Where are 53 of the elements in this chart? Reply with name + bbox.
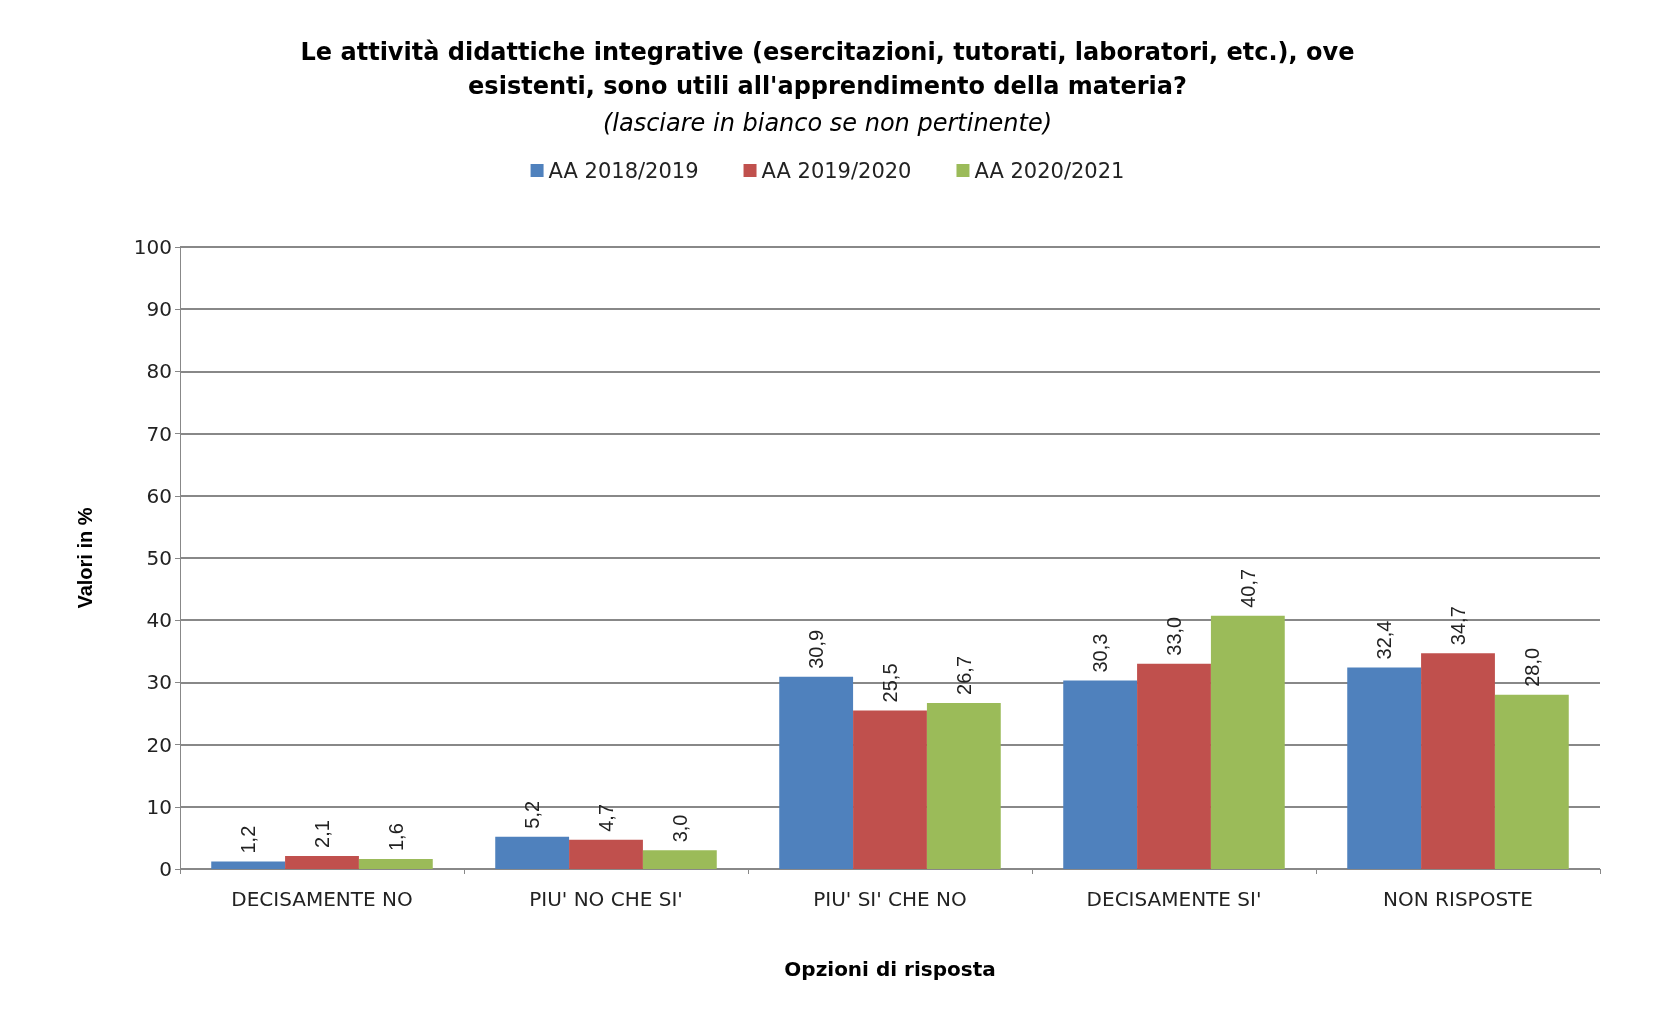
- y-tick-label: 50: [146, 546, 172, 570]
- y-tick-label: 20: [146, 732, 172, 757]
- bar: [642, 850, 717, 869]
- data-label: 1,6: [384, 823, 407, 852]
- legend-label: AA 2019/2020: [761, 158, 912, 183]
- data-label: 34,7: [1447, 606, 1469, 646]
- x-tick-label: DECISAMENTE NO: [231, 887, 413, 911]
- bar: [211, 861, 286, 869]
- y-tick-label: 60: [146, 483, 172, 508]
- data-label: 3,0: [668, 814, 691, 843]
- bar: [926, 702, 1001, 869]
- legend-label: AA 2018/2019: [548, 158, 699, 183]
- data-label: 40,7: [1236, 568, 1259, 608]
- chart-title: Le attività didattiche integrative (esercitazioni, tutorati, laboratori, etc.), ove esistenti, sono utili all'apprendimento della materia?: [300, 38, 1355, 100]
- y-tick-label: 80: [146, 359, 172, 384]
- x-tick-label: NON RISPOSTE: [1383, 887, 1533, 911]
- bar: [853, 710, 927, 869]
- bar: [1063, 680, 1138, 869]
- y-tick-label: 100: [133, 235, 172, 259]
- bar: [779, 676, 854, 869]
- bar: [285, 855, 359, 869]
- data-label: 2,1: [311, 820, 333, 848]
- x-axis-title: Opzioni di risposta: [784, 957, 996, 981]
- x-tick-label: PIU' SI' CHE NO: [813, 887, 967, 911]
- x-tick-label: DECISAMENTE SI': [1086, 887, 1262, 911]
- y-axis-title: Valori in %: [74, 507, 96, 609]
- bar: [358, 859, 433, 869]
- data-label: 5,2: [521, 800, 544, 829]
- bar: [1494, 694, 1569, 869]
- y-tick-label: 70: [146, 421, 172, 446]
- data-label: 30,9: [805, 629, 828, 669]
- y-tick-label: 30: [146, 670, 172, 695]
- data-label: 28,0: [1520, 647, 1543, 687]
- bar: [1210, 615, 1285, 869]
- y-tick-label: 90: [146, 297, 172, 322]
- data-label: 33,0: [1163, 616, 1185, 656]
- chart-subtitle: (lasciare in bianco se non pertinente): [602, 109, 1053, 137]
- y-tick-label: 0: [159, 857, 172, 881]
- data-label: 1,2: [237, 825, 260, 854]
- y-tick-label: 40: [146, 608, 172, 633]
- y-tick-label: 10: [146, 794, 172, 819]
- bar: [1137, 663, 1211, 869]
- data-label: 30,3: [1089, 633, 1112, 673]
- bar: [569, 839, 643, 869]
- data-label: 25,5: [879, 663, 901, 703]
- bar: [495, 836, 570, 869]
- data-label: 4,7: [595, 803, 617, 832]
- legend-label: AA 2020/2021: [974, 158, 1125, 183]
- x-tick-label: PIU' NO CHE SI': [529, 887, 683, 911]
- bar: [1347, 667, 1422, 869]
- bar: [1421, 653, 1495, 869]
- data-label: 26,7: [952, 655, 975, 695]
- data-label: 32,4: [1373, 620, 1396, 660]
